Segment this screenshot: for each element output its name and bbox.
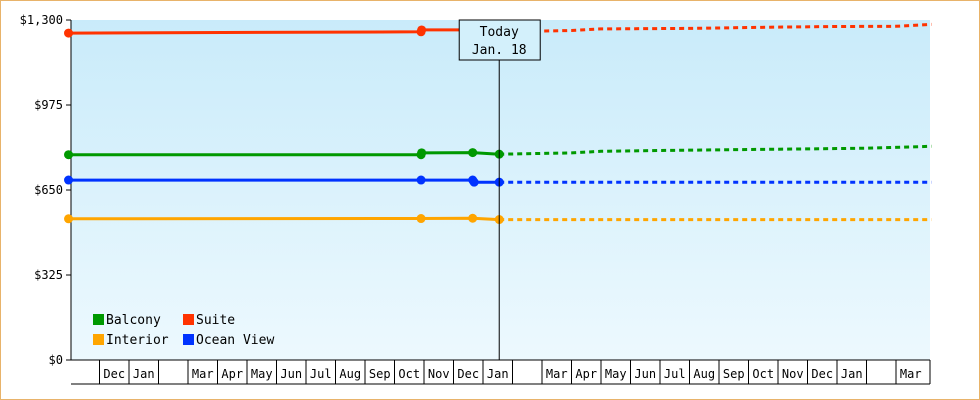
month-label: Mar: [192, 367, 214, 381]
month-label: Jun: [280, 367, 302, 381]
today-marker: Today Jan. 18: [458, 19, 541, 360]
month-label: Aug: [693, 367, 715, 381]
legend-swatch-ocean-view: [183, 334, 194, 345]
legend-swatch-suite: [183, 314, 194, 325]
interior-point: [416, 214, 426, 224]
ocean-view-point: [469, 177, 479, 187]
month-label: Apr: [221, 367, 243, 381]
today-box: [458, 19, 541, 61]
month-label: Jul: [310, 367, 332, 381]
ocean-view-point: [416, 175, 426, 185]
month-label: Aug: [339, 367, 361, 381]
month-label: Mar: [546, 367, 568, 381]
balcony-point: [64, 150, 74, 160]
suite-point: [64, 28, 74, 38]
month-label: Jan: [487, 367, 509, 381]
interior-history-line: [68, 216, 500, 222]
month-label: Mar: [900, 367, 922, 381]
month-label: Jun: [634, 367, 656, 381]
suite-point: [417, 25, 427, 35]
series-layer: [64, 22, 932, 225]
month-label: Jan: [133, 367, 155, 381]
month-label: Jan: [841, 367, 863, 381]
legend-label-interior: Interior: [106, 333, 169, 348]
month-label: Dec: [457, 367, 479, 381]
y-tick-label: $325: [34, 268, 63, 282]
month-label: Oct: [752, 367, 774, 381]
month-label: Apr: [575, 367, 597, 381]
legend-label-suite: Suite: [196, 313, 235, 328]
month-label: Sep: [723, 367, 745, 381]
interior-point: [468, 213, 478, 223]
y-tick-label: $650: [34, 183, 63, 197]
month-label: Jul: [664, 367, 686, 381]
today-label: Today: [480, 25, 519, 40]
legend-swatch-interior: [93, 334, 104, 345]
plot-area: [71, 20, 930, 360]
month-label: May: [605, 367, 627, 381]
suite-forecast-line: [499, 22, 932, 34]
y-tick-label: $0: [49, 353, 63, 367]
legend: Balcony Suite Interior Ocean View: [93, 313, 274, 348]
month-label: Dec: [103, 367, 125, 381]
legend-swatch-balcony: [93, 314, 104, 325]
y-axis: $0 $325 $650 $975 $1,300: [20, 13, 72, 367]
today-date-label: Jan. 18: [472, 43, 527, 58]
month-label: Sep: [369, 367, 391, 381]
month-label: Nov: [782, 367, 804, 381]
legend-label-balcony: Balcony: [106, 313, 161, 328]
ocean-view-point: [64, 175, 74, 185]
legend-label-ocean-view: Ocean View: [196, 333, 274, 348]
interior-point: [64, 214, 74, 224]
balcony-point: [468, 148, 478, 158]
x-axis: Dec Jan Mar Apr May Jun Jul Aug Sep Oct Nov Dec Jan M…: [71, 359, 931, 385]
balcony-point: [417, 148, 427, 158]
month-label: May: [251, 367, 273, 381]
y-tick-label: $975: [34, 98, 63, 112]
month-label: Nov: [428, 367, 450, 381]
y-tick-label: $1,300: [20, 13, 63, 27]
month-label: Oct: [398, 367, 420, 381]
month-label: Dec: [811, 367, 833, 381]
